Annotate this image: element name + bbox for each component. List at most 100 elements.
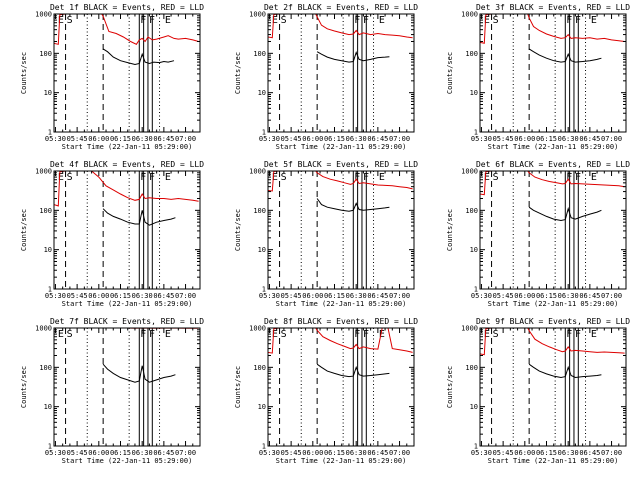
y-tick-label: 100 <box>465 364 478 372</box>
events-series-line <box>316 51 390 63</box>
y-tick-label: 10 <box>470 89 478 97</box>
x-tick-label: 06:30 <box>132 449 153 457</box>
lld-series-line <box>268 171 413 192</box>
y-tick-label: 1000 <box>461 325 478 333</box>
x-axis-label: Start Time (22-Jan-11 05:29:00) <box>488 457 619 465</box>
x-tick-label: 05:30 <box>259 135 280 143</box>
marker-label-E: E <box>591 329 597 340</box>
events-series-line <box>102 363 176 383</box>
x-tick-label: 05:45 <box>493 292 514 300</box>
marker-label-E: E <box>58 15 64 26</box>
x-tick-label: 05:30 <box>471 135 492 143</box>
events-series-line <box>528 206 602 222</box>
lld-series-line <box>268 328 413 354</box>
y-tick-label: 100 <box>253 50 266 58</box>
plot-frame <box>479 170 627 290</box>
lld-series-line <box>268 14 413 39</box>
x-axis-label: Start Time (22-Jan-11 05:29:00) <box>488 143 619 151</box>
marker-label-S: S <box>493 172 499 183</box>
marker-label-E: E <box>484 329 490 340</box>
events-series-line <box>102 48 175 66</box>
y-axis-label: Counts/sec <box>446 209 454 251</box>
x-tick-label: 06:45 <box>153 449 174 457</box>
events-series-line <box>316 363 390 378</box>
chart-panel-8: Det 8f BLACK = Events, RED = LLDESFFE110… <box>234 317 418 465</box>
y-tick-label: 1000 <box>35 168 52 176</box>
marker-label-E: E <box>165 172 171 183</box>
chart-title: Det 2f BLACK = Events, RED = LLD <box>264 3 418 12</box>
x-tick-label: 06:30 <box>132 292 153 300</box>
events-series-line <box>316 198 390 212</box>
x-tick-label: 06:30 <box>558 135 579 143</box>
y-tick-label: 1 <box>48 129 52 137</box>
x-tick-label: 06:00 <box>514 449 535 457</box>
marker-label-E: E <box>484 15 490 26</box>
x-tick-label: 05:30 <box>45 449 66 457</box>
y-tick-label: 1000 <box>249 325 266 333</box>
y-tick-label: 1 <box>262 286 266 294</box>
y-tick-label: 1 <box>474 286 478 294</box>
chart-panel-6: Det 6f BLACK = Events, RED = LLDESFFE110… <box>446 160 630 308</box>
x-tick-label: 06:45 <box>579 292 600 300</box>
plot-frame <box>267 170 415 290</box>
x-tick-label: 06:15 <box>110 292 131 300</box>
x-tick-label: 07:00 <box>389 449 410 457</box>
chart-panel-2: Det 2f BLACK = Events, RED = LLDESFFE110… <box>234 3 418 151</box>
x-tick-label: 07:00 <box>601 449 622 457</box>
plot-frame <box>53 170 201 290</box>
x-tick-label: 05:30 <box>259 292 280 300</box>
marker-label-S: S <box>67 172 73 183</box>
x-tick-label: 05:30 <box>45 292 66 300</box>
x-tick-label: 06:15 <box>536 292 557 300</box>
marker-label-E: E <box>58 172 64 183</box>
x-tick-label: 05:45 <box>67 449 88 457</box>
y-axis-label: Counts/sec <box>446 52 454 94</box>
x-axis-label: Start Time (22-Jan-11 05:29:00) <box>276 143 407 151</box>
lld-series-line <box>54 14 199 45</box>
x-tick-label: 06:30 <box>346 135 367 143</box>
lld-series-line <box>54 171 199 207</box>
x-tick-label: 06:15 <box>110 135 131 143</box>
marker-label-E: E <box>58 329 64 340</box>
x-tick-label: 05:45 <box>67 292 88 300</box>
x-tick-label: 07:00 <box>389 292 410 300</box>
y-tick-label: 1 <box>262 443 266 451</box>
x-tick-label: 06:15 <box>536 135 557 143</box>
y-tick-label: 1000 <box>35 325 52 333</box>
y-tick-label: 1 <box>48 443 52 451</box>
y-tick-label: 10 <box>470 403 478 411</box>
x-tick-label: 06:00 <box>88 135 109 143</box>
x-tick-label: 05:45 <box>493 449 514 457</box>
x-tick-label: 05:45 <box>281 449 302 457</box>
x-tick-label: 06:30 <box>346 449 367 457</box>
x-tick-label: 05:30 <box>45 135 66 143</box>
x-tick-label: 06:15 <box>110 449 131 457</box>
x-tick-label: 07:00 <box>175 135 196 143</box>
x-tick-label: 05:45 <box>281 135 302 143</box>
y-tick-label: 1000 <box>461 11 478 19</box>
y-tick-label: 10 <box>44 246 52 254</box>
y-tick-label: 1 <box>474 443 478 451</box>
y-tick-label: 100 <box>253 364 266 372</box>
y-tick-label: 100 <box>39 207 52 215</box>
x-tick-label: 06:30 <box>346 292 367 300</box>
y-tick-label: 1000 <box>461 168 478 176</box>
y-tick-label: 10 <box>44 89 52 97</box>
marker-label-S: S <box>281 15 287 26</box>
y-tick-label: 100 <box>39 50 52 58</box>
x-tick-label: 07:00 <box>175 449 196 457</box>
chart-panel-1: Det 1f BLACK = Events, RED = LLDESFFE110… <box>20 3 204 151</box>
events-series-line <box>528 363 602 379</box>
y-tick-label: 1 <box>48 286 52 294</box>
y-axis-label: Counts/sec <box>234 366 242 408</box>
x-tick-label: 06:00 <box>302 449 323 457</box>
y-axis-label: Counts/sec <box>234 209 242 251</box>
x-axis-label: Start Time (22-Jan-11 05:29:00) <box>62 300 193 308</box>
y-tick-label: 100 <box>465 207 478 215</box>
y-tick-label: 10 <box>470 246 478 254</box>
x-tick-label: 06:45 <box>367 135 388 143</box>
chart-title: Det 8f BLACK = Events, RED = LLD <box>264 317 418 326</box>
plot-frame <box>53 13 201 133</box>
marker-label-E: E <box>165 329 171 340</box>
